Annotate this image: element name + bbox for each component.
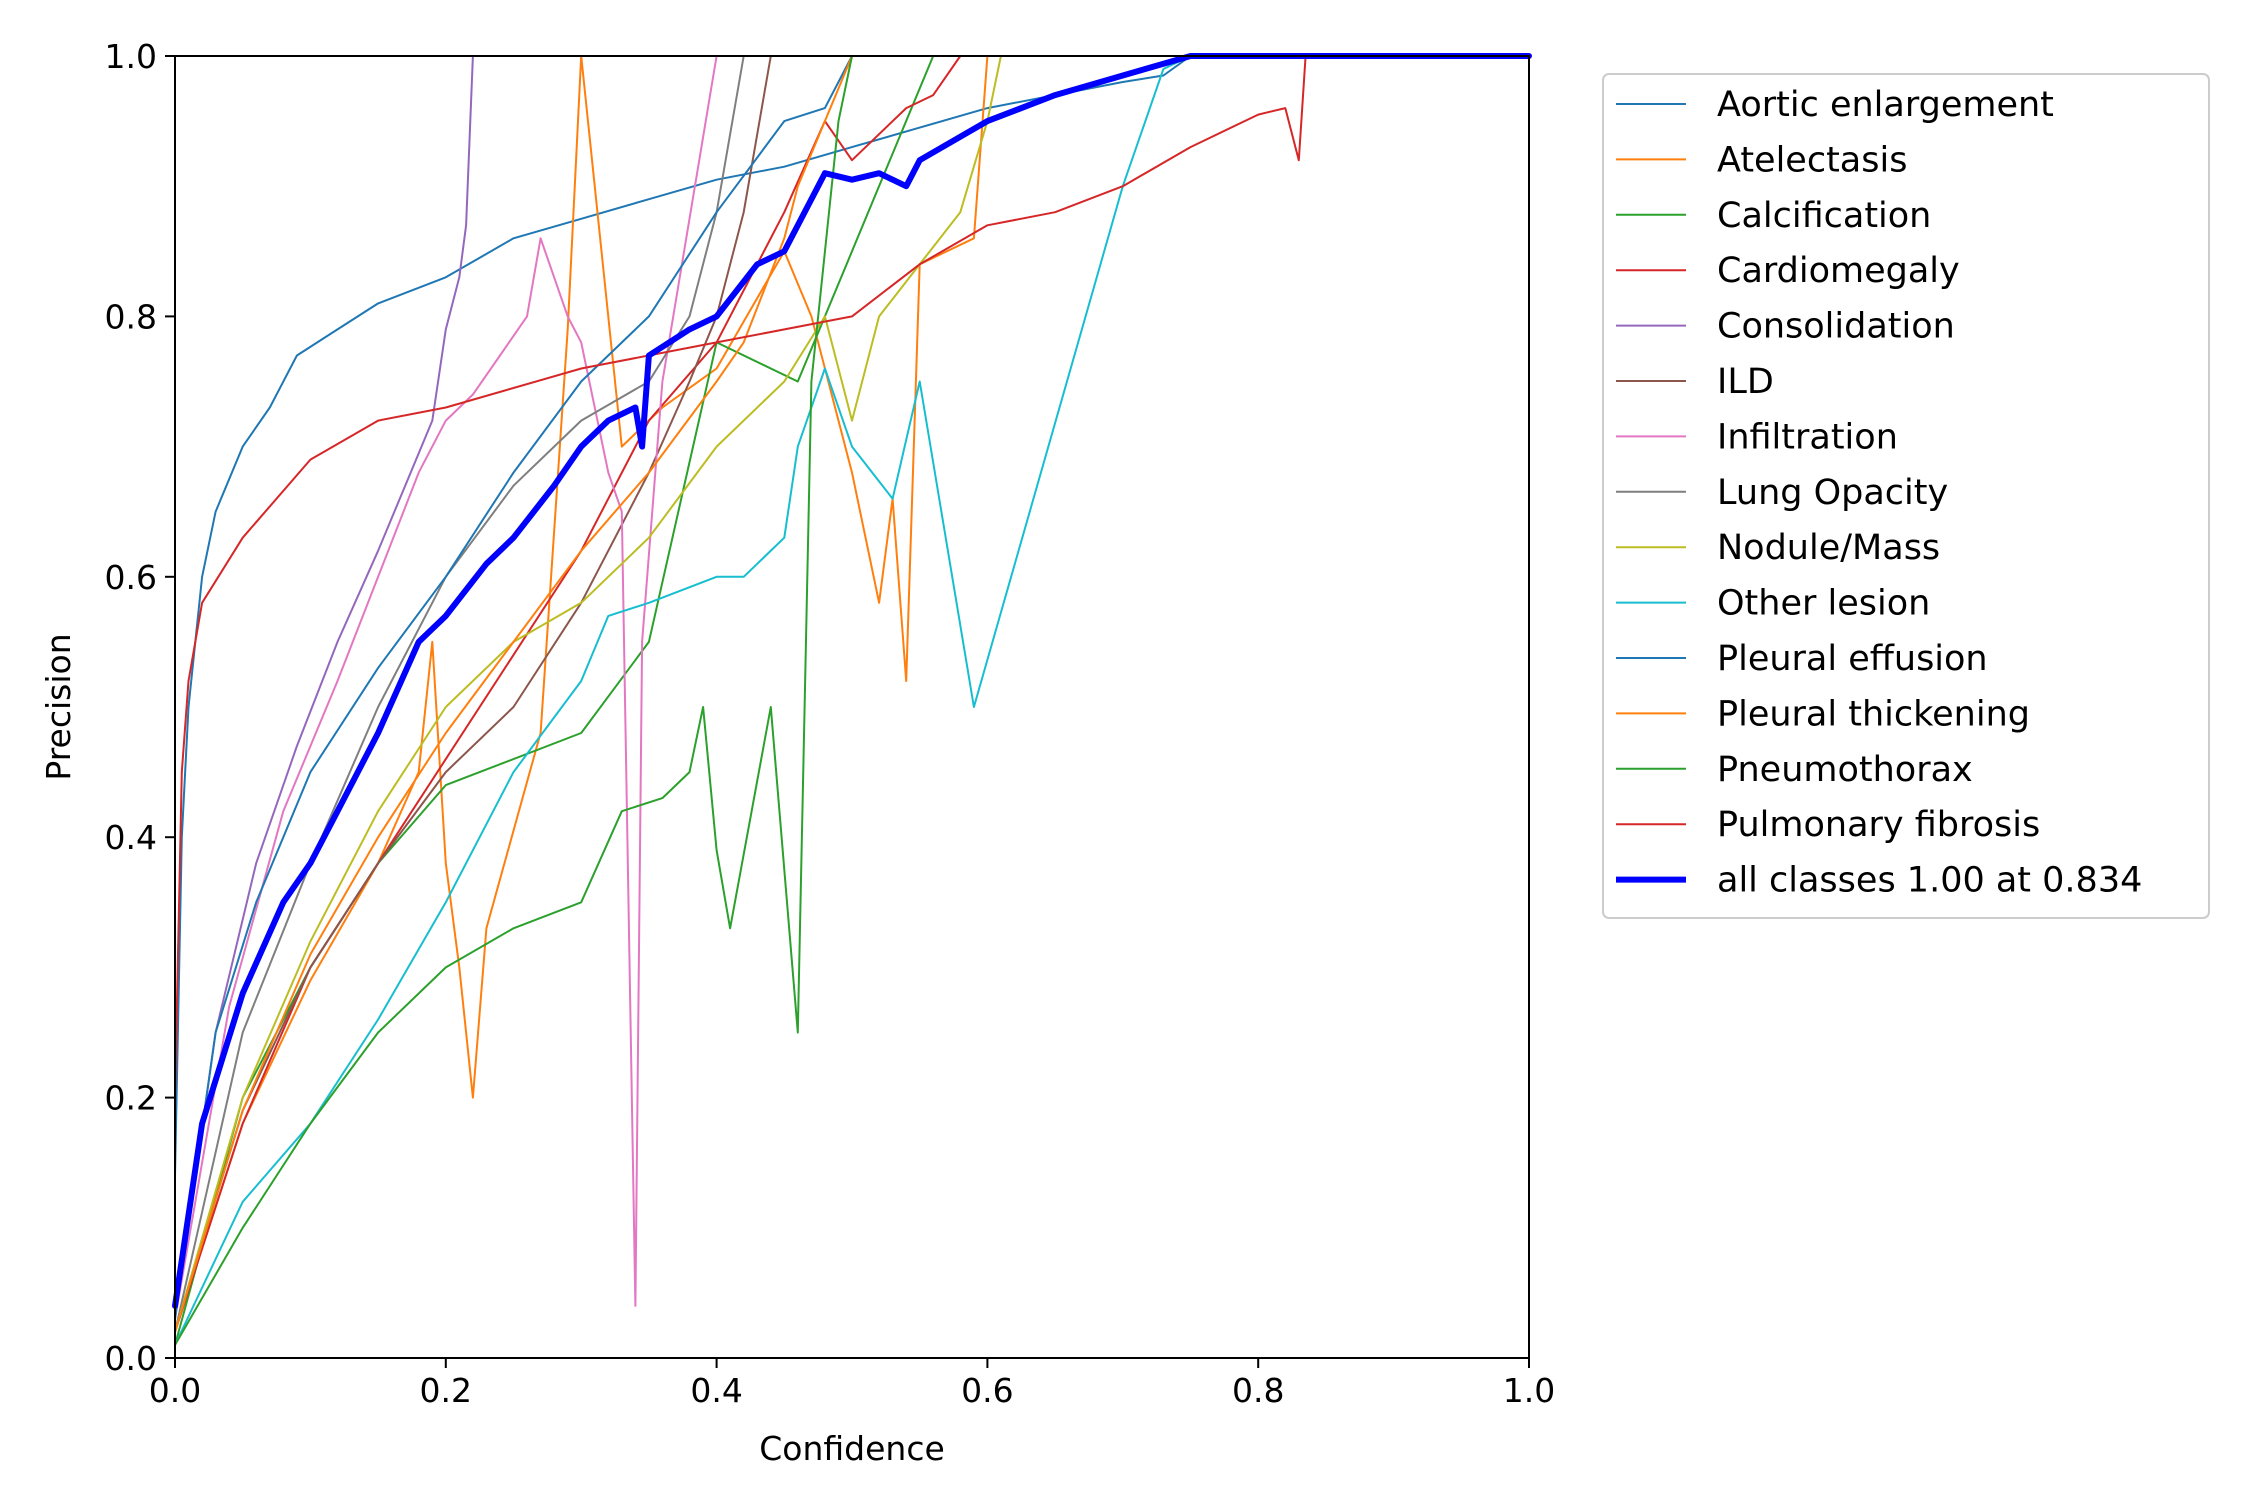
legend-label: Pleural thickening (1717, 694, 2030, 734)
series-lines (172, 53, 1532, 1346)
plot-frame (174, 55, 1530, 1359)
x-tick-label: 0.0 (149, 1371, 201, 1410)
x-tick-label: 0.4 (690, 1371, 742, 1410)
y-tick-label: 0.0 (105, 1339, 157, 1378)
legend-label: Lung Opacity (1717, 473, 1948, 513)
legend-label: Other lesion (1717, 584, 1930, 624)
legend-label: Pleural effusion (1717, 639, 1988, 679)
y-axis: 0.0 0.2 0.4 0.6 0.8 1.0 (105, 37, 175, 1378)
y-tick-label: 0.6 (105, 558, 157, 597)
series-line-8 (174, 55, 1530, 1333)
legend-label: ILD (1717, 362, 1774, 402)
series-line-5 (174, 55, 1530, 1333)
y-tick-label: 0.2 (105, 1079, 157, 1118)
x-tick-label: 0.6 (961, 1371, 1013, 1410)
y-tick-label: 1.0 (105, 37, 157, 76)
series-line-7 (174, 55, 1530, 1333)
series-line-6 (174, 55, 1530, 1320)
legend-label: all classes 1.00 at 0.834 (1717, 861, 2142, 901)
series-line-2 (174, 55, 1530, 1346)
series-line-10 (174, 55, 1530, 1320)
y-tick-label: 0.4 (105, 818, 157, 857)
legend-label: Aortic enlargement (1717, 85, 2054, 125)
legend-label: Pneumothorax (1717, 750, 1973, 790)
series-line-0 (174, 55, 1530, 1177)
series-line-9 (174, 55, 1530, 1346)
legend: Aortic enlargement Atelectasis Calcificati… (1602, 73, 2210, 919)
legend-label: Infiltration (1717, 417, 1898, 457)
x-tick-label: 1.0 (1503, 1371, 1555, 1410)
legend-label: Nodule/Mass (1717, 528, 1940, 568)
series-line-4 (174, 55, 1530, 1320)
x-tick-label: 0.8 (1232, 1371, 1284, 1410)
series-line-1 (174, 55, 1530, 1333)
series-line-12 (174, 55, 1530, 1346)
series-line-14 (172, 53, 1532, 1309)
legend-label: Cardiomegaly (1717, 251, 1960, 291)
x-axis-label: Confidence (759, 1429, 945, 1468)
series-line-3 (174, 55, 1530, 1333)
series-line-13 (174, 55, 1530, 1099)
x-tick-label: 0.2 (420, 1371, 472, 1410)
legend-label: Pulmonary fibrosis (1717, 805, 2040, 845)
y-tick-label: 0.8 (105, 297, 157, 336)
legend-label: Calcification (1717, 196, 1931, 236)
y-axis-label: Precision (39, 633, 78, 780)
legend-label: Atelectasis (1717, 140, 1907, 180)
series-line-11 (174, 55, 1530, 1333)
legend-frame (1602, 73, 2210, 919)
x-axis: 0.0 0.2 0.4 0.6 0.8 1.0 (149, 1358, 1555, 1410)
legend-label: Consolidation (1717, 307, 1955, 347)
